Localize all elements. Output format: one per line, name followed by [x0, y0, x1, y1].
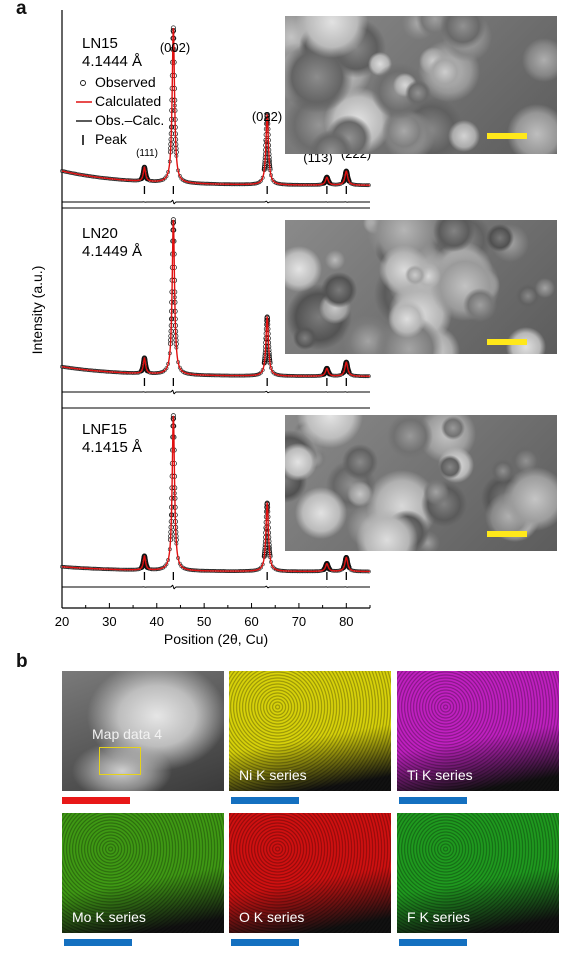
sample-name: LN20	[82, 225, 118, 242]
x-tick-label: 20	[55, 614, 69, 629]
ti-scale-bar	[399, 797, 467, 804]
calculated-curve	[61, 415, 370, 573]
sem-scale-bar	[487, 531, 527, 537]
peak-hkl-label: (111)	[136, 148, 158, 159]
observed-point	[326, 371, 333, 377]
map-selection-label: Map data 4	[92, 726, 163, 742]
sample-name: LN15	[82, 35, 118, 52]
y-axis-label: Intensity (a.u.)	[29, 266, 45, 355]
legend-entry: Obs.–Calc.	[95, 112, 164, 128]
mo-map-label: Mo K series	[72, 909, 146, 925]
calculated-curve	[61, 219, 370, 377]
f-scale-bar	[399, 939, 467, 946]
x-tick-label: 80	[339, 614, 353, 629]
observed-point	[164, 174, 169, 179]
x-tick-label: 70	[292, 614, 306, 629]
ni-scale-bar	[231, 797, 299, 804]
sem-scale-bar	[487, 339, 527, 345]
o-scale-bar	[231, 939, 299, 946]
lattice-parameter: 4.1444 Å	[82, 53, 142, 70]
f-map-label: F K series	[407, 909, 471, 925]
observed-point	[144, 368, 150, 374]
sem-image-lnf15	[285, 415, 557, 551]
observed-point	[346, 564, 352, 570]
mo-map: Mo K series	[62, 813, 224, 933]
lattice-parameter: 4.1415 Å	[82, 439, 142, 456]
legend-entry: Observed	[95, 74, 156, 90]
o-map: O K series	[229, 813, 391, 933]
observed-point	[346, 369, 352, 375]
f-map: F K series	[397, 813, 559, 933]
legend-entry: Calculated	[95, 93, 161, 109]
ni-map: Ni K series	[229, 671, 391, 791]
observed-point	[259, 565, 263, 570]
observed-point	[326, 566, 333, 572]
calculated-curve	[61, 27, 370, 186]
difference-curve	[62, 199, 370, 205]
difference-curve	[62, 389, 370, 395]
difference-curve	[62, 584, 370, 590]
panel-a-letter: a	[16, 0, 27, 19]
x-axis-label: Position (2θ, Cu)	[164, 631, 268, 647]
sem-scale-bar	[487, 133, 527, 139]
peak-hkl-label: (022)	[252, 109, 282, 124]
haadf-scale-bar	[62, 797, 130, 804]
o-map-label: O K series	[239, 909, 305, 925]
observed-point	[144, 564, 150, 570]
sample-name: LNF15	[82, 421, 127, 438]
haadf-image: Map data 4	[62, 671, 224, 791]
observed-point	[346, 178, 352, 184]
x-tick-label: 50	[197, 614, 211, 629]
x-tick-label: 30	[102, 614, 116, 629]
ti-map: Ti K series	[397, 671, 559, 791]
mo-scale-bar	[64, 939, 132, 946]
lattice-parameter: 4.1449 Å	[82, 243, 142, 260]
x-tick-label: 60	[244, 614, 258, 629]
sem-image-ln20	[285, 220, 557, 354]
legend-entry: Peak	[95, 131, 128, 147]
peak-hkl-label: (002)	[160, 40, 190, 55]
ti-map-label: Ti K series	[407, 767, 473, 783]
panel-b-letter: b	[16, 651, 28, 672]
observed-point	[259, 178, 263, 183]
observed-point	[326, 180, 333, 186]
map-selection-box	[99, 747, 141, 775]
legend-observed-marker	[80, 80, 86, 86]
x-tick-label: 40	[150, 614, 164, 629]
ni-map-label: Ni K series	[239, 767, 307, 783]
sem-image-ln15	[285, 16, 557, 154]
observed-point	[144, 176, 150, 182]
observed-point	[259, 370, 263, 375]
